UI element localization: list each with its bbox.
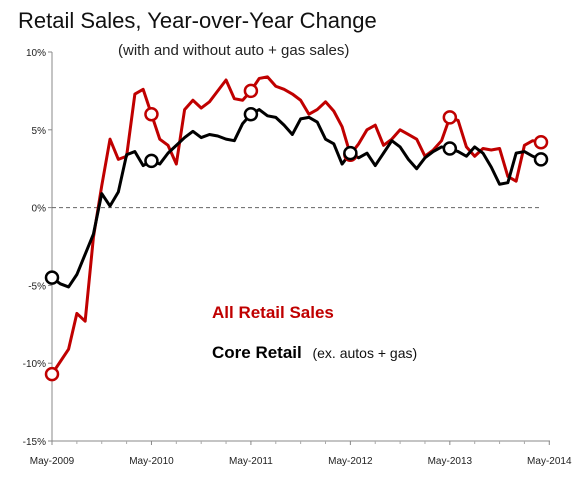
legend-core-retail-label: Core Retail [212,343,302,362]
data-point-core-retail [243,106,259,122]
data-point-all-retail [144,106,159,122]
x-tick-label: May-2011 [229,456,273,467]
x-tick-label: May-2010 [129,456,174,467]
data-point-all-retail [442,110,458,125]
chart-title: Retail Sales, Year-over-Year Change [18,8,377,33]
legend: All Retail Sales Core Retail (ex. autos … [212,303,417,362]
data-point-all-retail [44,366,60,382]
chart-subtitle: (with and without auto + gas sales) [118,42,349,59]
x-tick-label: May-2013 [428,456,473,467]
y-tick-label: -10% [23,359,46,370]
legend-core-retail: Core Retail (ex. autos + gas) [212,343,417,362]
data-point-all-retail [243,83,259,99]
data-point-core-retail [442,141,458,156]
data-point-core-retail [343,145,358,161]
y-tick-label: -15% [23,437,46,448]
series-line-core-retail [50,108,543,289]
legend-core-retail-note: (ex. autos + gas) [312,345,417,361]
series-line-all-retail [50,75,543,376]
data-point-core-retail [44,270,60,285]
legend-all-retail: All Retail Sales [212,303,334,322]
y-tick-label: -5% [28,281,46,292]
x-tick-label: May-2009 [30,456,75,467]
y-tick-label: 5% [32,126,47,137]
data-point-core-retail [144,153,159,169]
x-tick-label: May-2014 [527,456,572,467]
y-axis: 10% 5% 0% -5% -10% -15% [23,48,53,448]
data-point-core-retail [533,152,549,167]
x-tick-label: May-2012 [328,456,373,467]
x-axis: May-2009 May-2010 May-2011 May-2012 May-2013… [30,440,572,467]
y-tick-label: 0% [32,204,47,215]
y-tick-label: 10% [26,48,46,59]
data-point-all-retail [533,134,549,150]
